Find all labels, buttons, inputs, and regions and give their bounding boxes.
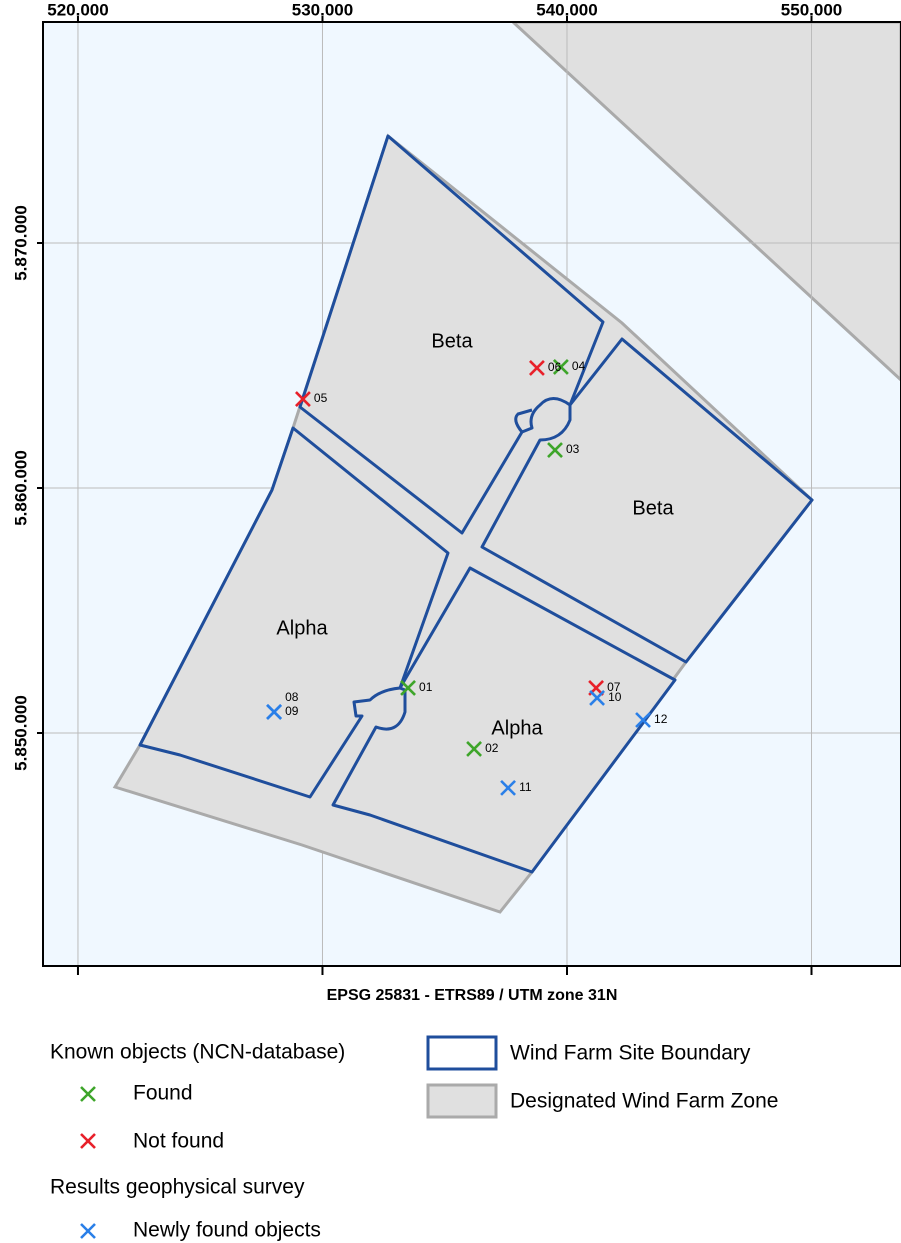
object-label: 09 (285, 704, 299, 718)
cross-stroke (552, 359, 569, 375)
cross-stroke (466, 741, 482, 757)
x-tick-label: 550.000 (781, 0, 842, 19)
area-label: Alpha (491, 717, 543, 739)
legend-label: Wind Farm Site Boundary (510, 1042, 751, 1065)
object-label: 10 (608, 690, 622, 704)
object-marker (294, 391, 311, 407)
object-label: 02 (485, 741, 499, 755)
site-boundary (514, 408, 533, 433)
map-area: Beta Beta Alpha Alpha 01 02 03 04 05 06 07 0809… (43, 22, 901, 966)
object-label: 12 (654, 712, 668, 726)
object-marker (547, 442, 563, 458)
map-frame (42, 21, 901, 967)
cross-stroke (294, 391, 311, 407)
cross-stroke (500, 779, 516, 796)
object-marker (466, 741, 482, 757)
object-label: 07 (607, 680, 621, 694)
area-label: Beta (431, 330, 473, 352)
legend-label: Designated Wind Farm Zone (510, 1090, 778, 1113)
object-marker (266, 704, 282, 720)
object-marker (500, 779, 516, 796)
cross-stroke (635, 712, 651, 728)
object-marker (528, 360, 545, 376)
legend-heading: Results geophysical survey (50, 1176, 305, 1199)
cross-stroke (528, 360, 545, 376)
object-marker (635, 712, 651, 728)
object-marker (80, 1133, 96, 1149)
cross-stroke (400, 680, 416, 696)
object-marker (589, 690, 605, 706)
legend-label: Newly found objects (133, 1219, 321, 1242)
cross-stroke (589, 690, 605, 706)
cross-stroke (266, 704, 282, 720)
cross-stroke (80, 1133, 96, 1149)
legend-marker (80, 1086, 96, 1239)
object-label: 03 (566, 442, 580, 456)
cross-stroke (547, 442, 563, 458)
object-label: 01 (419, 680, 433, 694)
legend-site-swatch (426, 1035, 498, 1071)
y-tick-label: 5.870.000 (11, 205, 30, 281)
legend-label: Found (133, 1082, 193, 1105)
object-marker (80, 1086, 96, 1102)
object-label: 04 (572, 359, 586, 373)
legend-heading: Known objects (NCN-database) (50, 1041, 345, 1064)
object-marker (552, 359, 569, 375)
x-tick-label: 530.000 (292, 0, 353, 19)
object-marker (400, 680, 416, 696)
legend-zone-swatch (426, 1083, 498, 1119)
object-marker (80, 1223, 96, 1239)
cross-stroke (80, 1223, 96, 1239)
axes: 520.000 530.000 540.000 550.000 5.850.000 5.8… (11, 0, 842, 975)
site-boundary (138, 426, 450, 799)
x-tick-label: 520.000 (47, 0, 108, 19)
object-label: 06 (548, 360, 562, 374)
y-tick-label: 5.860.000 (11, 450, 30, 526)
site-boundary (298, 134, 605, 535)
y-tick-label: 5.850.000 (11, 695, 30, 771)
area-label: Alpha (276, 617, 328, 639)
site-boundary (480, 337, 814, 664)
site-boundary (331, 566, 677, 874)
x-tick-label: 540.000 (536, 0, 597, 19)
object-label: 05 (314, 391, 328, 405)
area-label: Beta (632, 497, 674, 519)
object-label: 11 (519, 780, 532, 794)
axis-label: EPSG 25831 - ETRS89 / UTM zone 31N (327, 987, 618, 1004)
legend-label: Not found (133, 1130, 224, 1153)
cross-stroke (80, 1086, 96, 1102)
object-label: 08 (285, 690, 299, 704)
neighbour-zone (510, 22, 901, 383)
